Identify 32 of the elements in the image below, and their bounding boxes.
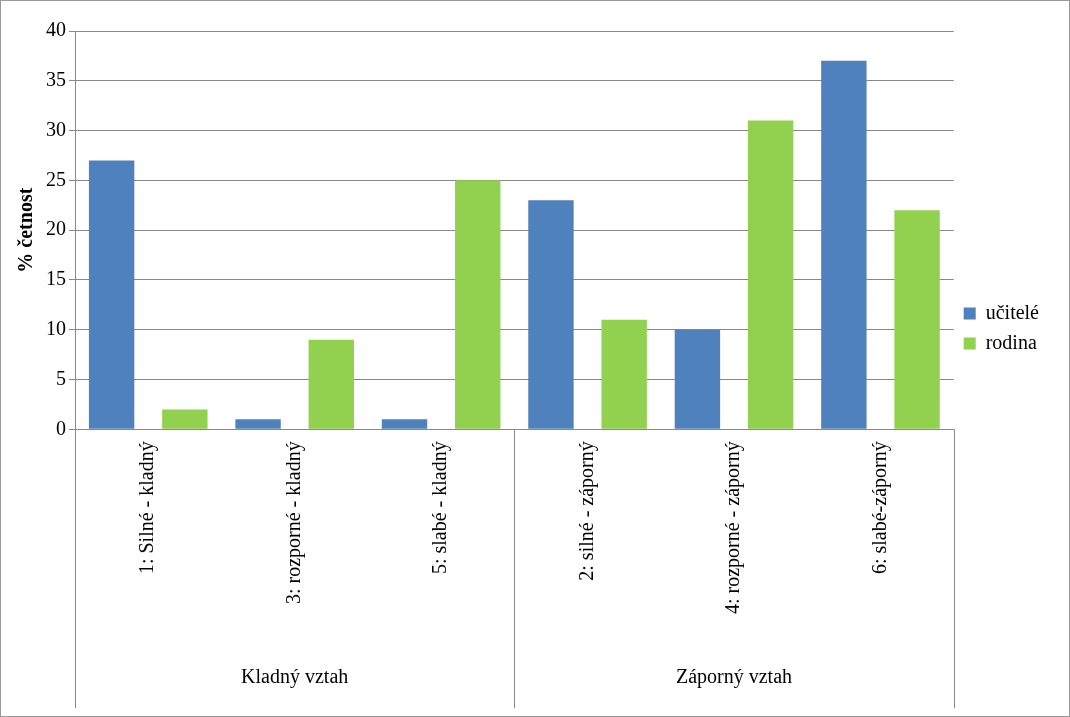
bar <box>674 329 721 429</box>
legend-label: učitelé <box>985 300 1040 323</box>
bar <box>455 180 501 429</box>
x-tick-label: 4: rozporné - záporný <box>721 441 745 615</box>
x-tick-label: 5: slabé - kladný <box>428 441 452 575</box>
y-tick-label: 10 <box>46 316 66 339</box>
y-tick-label: 25 <box>46 167 66 190</box>
y-tick-label: 20 <box>46 217 66 240</box>
y-tick-label: 35 <box>46 68 66 91</box>
x-tick-label: 3: rozporné - kladný <box>281 441 305 605</box>
x-tick-label: 2: silné - záporný <box>574 441 598 581</box>
y-tick-label: 5 <box>56 366 66 389</box>
bar <box>308 339 354 429</box>
bar <box>601 319 647 429</box>
bar <box>88 160 135 429</box>
y-tick-label: 15 <box>46 267 66 290</box>
text: Kladný vztah <box>241 665 349 689</box>
bar <box>162 409 208 429</box>
bar <box>747 120 794 429</box>
y-axis-title: % četnost <box>14 187 37 273</box>
bar <box>528 200 574 429</box>
y-tick-label: 30 <box>46 117 66 140</box>
legend-label: rodina <box>985 330 1037 353</box>
bar <box>821 60 867 429</box>
x-tick-label: 1: Silné - kladný <box>135 441 159 575</box>
bar <box>235 419 281 429</box>
bar <box>894 210 940 429</box>
bar <box>381 419 428 429</box>
y-tick-label: 40 <box>46 18 66 41</box>
x-tick-label: 6: slabé-záporný <box>867 441 891 575</box>
text: Záporný vztah <box>675 665 793 689</box>
y-tick-label: 0 <box>56 416 66 439</box>
